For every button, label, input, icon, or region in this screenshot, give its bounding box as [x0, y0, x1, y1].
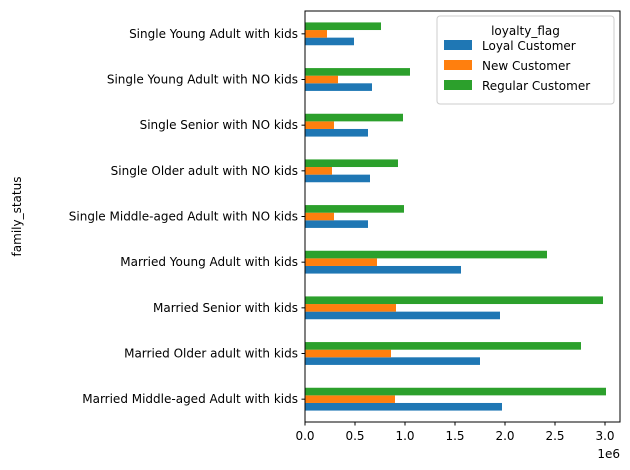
bar — [305, 68, 410, 76]
bar — [305, 37, 354, 46]
legend-box — [436, 15, 615, 105]
y-tick-label: Married Middle-aged Adult with kids — [82, 392, 298, 406]
x-tick-label: 0.5 — [345, 429, 364, 443]
x-tick-label: 0.0 — [295, 429, 314, 443]
bar — [305, 121, 334, 129]
x-tick-label: 2.5 — [545, 429, 564, 443]
bar — [305, 250, 547, 259]
bar — [305, 174, 370, 183]
bar-group — [305, 22, 606, 411]
bar — [305, 304, 396, 312]
bar — [305, 342, 581, 350]
bar — [305, 83, 372, 91]
bar — [305, 75, 338, 84]
legend-label: Loyal Customer — [482, 39, 576, 53]
x-tick-label: 1.0 — [395, 429, 414, 443]
y-axis: Married Middle-aged Adult with kids Marri… — [69, 27, 305, 406]
legend-swatch — [444, 80, 472, 90]
bar — [305, 402, 502, 411]
bar — [305, 387, 606, 396]
y-tick-label: Single Senior with NO kids — [140, 118, 298, 132]
bar — [305, 212, 334, 221]
bar — [305, 258, 377, 266]
x-tick-label: 1.5 — [445, 429, 464, 443]
bar — [305, 296, 603, 305]
y-tick-label: Single Older adult with NO kids — [111, 164, 298, 178]
y-axis-label: family_status — [10, 177, 24, 257]
bar — [305, 128, 368, 137]
bar — [305, 265, 461, 274]
legend: loyalty_flag Loyal Customer New Customer R… — [436, 15, 615, 105]
y-tick-label: Single Young Adult with NO kids — [107, 73, 298, 87]
bar — [305, 357, 480, 365]
y-tick-label: Single Middle-aged Adult with NO kids — [69, 210, 298, 224]
bar — [305, 113, 403, 122]
bar — [305, 311, 500, 320]
legend-swatch — [444, 40, 472, 50]
x-tick-label: 2.0 — [495, 429, 514, 443]
y-tick-label: Married Older adult with kids — [124, 347, 298, 361]
bar — [305, 349, 391, 358]
bar — [305, 22, 381, 31]
legend-label: Regular Customer — [482, 79, 590, 93]
y-tick-label: Married Young Adult with kids — [120, 255, 298, 269]
bar — [305, 205, 404, 213]
legend-swatch — [444, 60, 472, 70]
y-tick-label: Married Senior with kids — [153, 301, 298, 315]
y-tick-label: Single Young Adult with kids — [129, 27, 298, 41]
bar — [305, 220, 368, 228]
legend-title: loyalty_flag — [491, 24, 560, 38]
bar — [305, 30, 327, 38]
bar — [305, 159, 398, 168]
x-offset-label: 1e6 — [597, 447, 620, 461]
x-axis: 0.0 0.5 1.0 1.5 2.0 2.5 3.0 — [295, 422, 615, 443]
bar — [305, 167, 332, 175]
x-tick-label: 3.0 — [595, 429, 614, 443]
legend-label: New Customer — [482, 59, 570, 73]
bar — [305, 395, 395, 403]
